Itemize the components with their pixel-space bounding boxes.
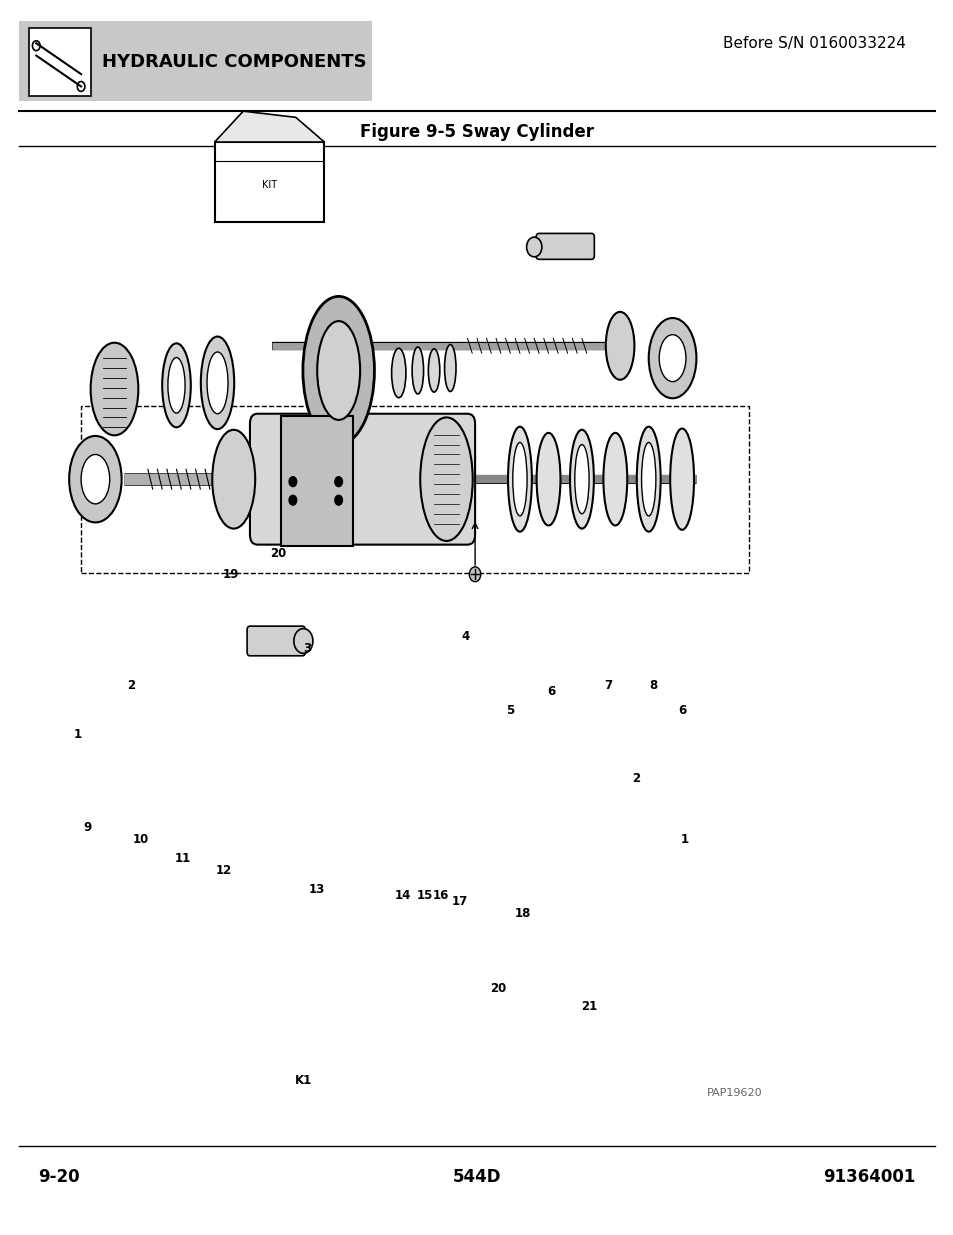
Text: 4: 4 bbox=[461, 630, 469, 642]
Ellipse shape bbox=[659, 335, 685, 382]
Text: Before S/N 0160033224: Before S/N 0160033224 bbox=[722, 36, 905, 51]
Text: 14: 14 bbox=[394, 889, 411, 902]
Text: 9: 9 bbox=[84, 821, 91, 834]
Text: 91364001: 91364001 bbox=[822, 1168, 915, 1186]
Text: Figure 9-5 Sway Cylinder: Figure 9-5 Sway Cylinder bbox=[359, 124, 594, 141]
Text: 11: 11 bbox=[174, 852, 192, 864]
Ellipse shape bbox=[419, 417, 473, 541]
Text: 12: 12 bbox=[215, 864, 233, 877]
Ellipse shape bbox=[669, 429, 693, 530]
Ellipse shape bbox=[168, 358, 185, 414]
Ellipse shape bbox=[640, 442, 656, 516]
Text: 18: 18 bbox=[514, 908, 531, 920]
Text: K1: K1 bbox=[294, 1074, 312, 1087]
Ellipse shape bbox=[81, 454, 110, 504]
Ellipse shape bbox=[207, 352, 228, 414]
Circle shape bbox=[289, 477, 296, 487]
Text: PAP19620: PAP19620 bbox=[706, 1088, 761, 1098]
Bar bbox=[281, 416, 353, 546]
Text: 544D: 544D bbox=[453, 1168, 500, 1186]
Ellipse shape bbox=[637, 427, 659, 531]
Text: 6: 6 bbox=[678, 704, 685, 716]
Ellipse shape bbox=[570, 430, 593, 529]
Ellipse shape bbox=[605, 312, 634, 380]
Text: 3: 3 bbox=[303, 642, 311, 655]
Text: 1: 1 bbox=[680, 834, 688, 846]
Text: 20: 20 bbox=[270, 547, 287, 559]
Text: 2: 2 bbox=[632, 772, 639, 784]
Text: 16: 16 bbox=[432, 889, 449, 902]
Circle shape bbox=[526, 237, 541, 257]
Text: 10: 10 bbox=[132, 834, 150, 846]
Ellipse shape bbox=[200, 337, 234, 430]
Ellipse shape bbox=[70, 436, 122, 522]
Polygon shape bbox=[214, 111, 324, 142]
Circle shape bbox=[289, 495, 296, 505]
Ellipse shape bbox=[212, 430, 254, 529]
Text: 19: 19 bbox=[222, 568, 239, 580]
Circle shape bbox=[335, 477, 342, 487]
Text: 17: 17 bbox=[451, 895, 468, 908]
Text: 2: 2 bbox=[128, 679, 135, 692]
Text: 15: 15 bbox=[416, 889, 433, 902]
Text: KIT: KIT bbox=[262, 180, 277, 190]
FancyBboxPatch shape bbox=[247, 626, 305, 656]
Bar bbox=[29, 28, 91, 96]
Text: 7: 7 bbox=[604, 679, 612, 692]
Ellipse shape bbox=[574, 445, 588, 514]
Ellipse shape bbox=[303, 296, 374, 445]
Ellipse shape bbox=[648, 319, 696, 399]
Ellipse shape bbox=[316, 321, 359, 420]
Text: 20: 20 bbox=[489, 982, 506, 994]
FancyBboxPatch shape bbox=[214, 142, 324, 222]
Circle shape bbox=[335, 495, 342, 505]
FancyBboxPatch shape bbox=[250, 414, 475, 545]
FancyBboxPatch shape bbox=[19, 21, 372, 101]
FancyBboxPatch shape bbox=[536, 233, 594, 259]
Ellipse shape bbox=[513, 442, 527, 516]
Ellipse shape bbox=[536, 433, 559, 526]
Bar bbox=[81, 406, 748, 573]
Ellipse shape bbox=[428, 350, 439, 393]
Ellipse shape bbox=[412, 347, 423, 394]
Text: 9-20: 9-20 bbox=[38, 1168, 80, 1186]
Ellipse shape bbox=[162, 343, 191, 427]
Circle shape bbox=[294, 629, 313, 653]
Ellipse shape bbox=[507, 427, 531, 531]
Text: 5: 5 bbox=[506, 704, 514, 716]
Circle shape bbox=[469, 567, 480, 582]
Text: 13: 13 bbox=[308, 883, 325, 895]
Text: HYDRAULIC COMPONENTS: HYDRAULIC COMPONENTS bbox=[102, 53, 366, 70]
Ellipse shape bbox=[444, 345, 456, 391]
Text: 6: 6 bbox=[547, 685, 555, 698]
Text: 1: 1 bbox=[74, 729, 82, 741]
Ellipse shape bbox=[91, 342, 138, 436]
Ellipse shape bbox=[602, 433, 626, 526]
Text: 21: 21 bbox=[580, 1000, 598, 1013]
Ellipse shape bbox=[391, 348, 405, 398]
Text: 8: 8 bbox=[649, 679, 657, 692]
